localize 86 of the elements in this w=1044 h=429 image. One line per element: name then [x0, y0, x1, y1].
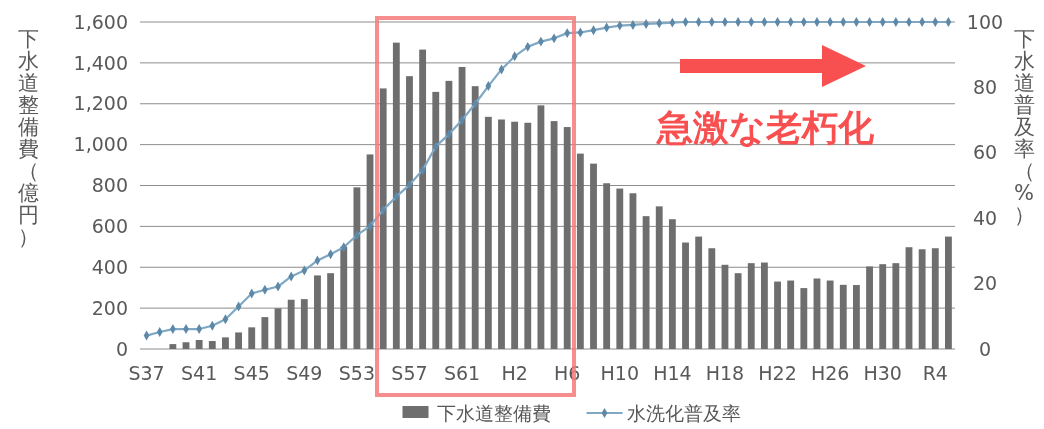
bar — [945, 236, 952, 349]
bar — [866, 266, 873, 349]
bar — [484, 116, 492, 349]
bar — [524, 122, 532, 349]
bar — [826, 280, 834, 349]
bar — [511, 121, 519, 349]
x-tick-label: S37 — [128, 362, 165, 384]
x-tick-label: H10 — [600, 362, 640, 384]
x-tick-label: H22 — [758, 362, 797, 384]
text: 下水道普及率（%） — [1013, 27, 1035, 227]
bar — [314, 275, 321, 349]
bar — [208, 341, 216, 349]
bar — [195, 340, 203, 349]
x-tick-label: S53 — [338, 362, 376, 384]
y2-tick-label: 60 — [972, 141, 998, 164]
text: 下水道整備費（億円） — [17, 27, 39, 249]
y-tick-label: 200 — [91, 296, 128, 319]
y2-tick-label: 80 — [972, 76, 998, 99]
bar — [787, 280, 795, 349]
bar — [852, 285, 860, 349]
bar — [774, 281, 781, 349]
bar — [432, 91, 440, 349]
bar — [235, 332, 243, 349]
legend-label: 下水道整備費 — [436, 401, 551, 424]
bar — [839, 284, 847, 349]
bar — [563, 127, 571, 349]
bar — [642, 216, 650, 349]
bar — [695, 236, 703, 349]
bar — [248, 327, 256, 349]
bar — [261, 317, 269, 349]
y2-tick-label: 40 — [972, 206, 998, 229]
x-tick-label: S57 — [391, 362, 428, 384]
bar — [892, 263, 900, 349]
bar — [353, 187, 361, 349]
y2-tick-label: 0 — [978, 337, 992, 360]
x-tick-label: R4 — [922, 362, 948, 384]
y-tick-label: 600 — [91, 215, 128, 238]
bar — [458, 66, 466, 349]
y-tick-label: 800 — [91, 174, 128, 197]
bar — [603, 183, 611, 349]
y-tick-label: 400 — [91, 255, 128, 278]
y-tick-label: 0 — [115, 337, 128, 360]
bar — [169, 344, 177, 349]
y-tick-label: 1,000 — [73, 133, 128, 156]
y-tick-label: 1,400 — [73, 51, 128, 74]
bar — [498, 119, 505, 349]
x-tick-label: S61 — [443, 362, 481, 384]
bar — [682, 242, 689, 349]
bar — [616, 188, 624, 349]
bar — [287, 299, 295, 349]
bar — [419, 49, 427, 349]
bar — [300, 299, 308, 349]
bar — [655, 206, 663, 349]
x-tick-label: H18 — [705, 362, 745, 384]
bar — [327, 273, 335, 349]
x-tick-label: H30 — [863, 362, 902, 384]
bar — [760, 262, 768, 349]
bar — [576, 153, 584, 349]
x-tick-label: H2 — [501, 362, 528, 384]
bar — [471, 86, 479, 349]
bar — [392, 42, 400, 349]
annotation: 急激な老朽化 — [654, 107, 875, 148]
bar — [445, 80, 453, 349]
x-tick-label: H14 — [653, 362, 692, 384]
x-tick-label: S41 — [181, 362, 218, 384]
bar — [379, 88, 387, 349]
legend-label: 水洗化普及率 — [626, 401, 741, 424]
bar — [931, 248, 939, 349]
bar — [800, 288, 808, 349]
bar — [918, 249, 926, 349]
bar — [879, 264, 887, 349]
bar — [747, 263, 755, 349]
bar — [590, 163, 597, 349]
x-tick-label: S49 — [286, 362, 323, 384]
x-tick-label: S45 — [233, 362, 270, 384]
bar — [182, 342, 190, 349]
x-tick-label: H26 — [810, 362, 850, 384]
bar — [708, 248, 716, 349]
y-tick-label: 1,200 — [73, 92, 128, 115]
bar — [406, 76, 413, 349]
bar — [734, 273, 742, 349]
y-tick-label: 1,600 — [73, 10, 128, 33]
bar — [668, 219, 676, 349]
y2-tick-label: 20 — [972, 272, 998, 295]
bar — [222, 337, 229, 349]
y2-tick-label: 100 — [966, 10, 1004, 33]
